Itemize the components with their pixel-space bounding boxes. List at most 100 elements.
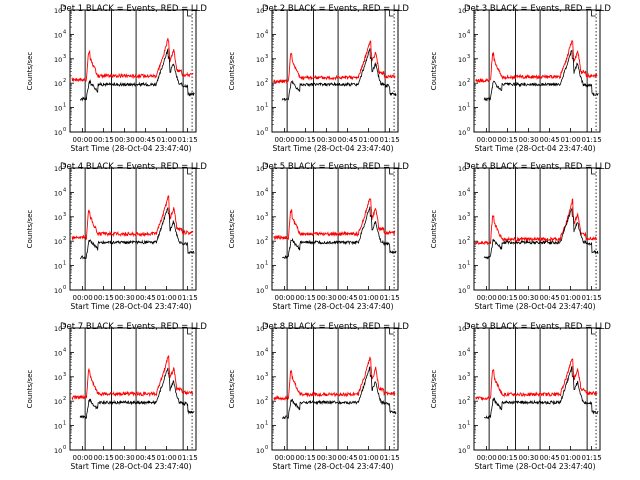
y-tick-label: 10 [256, 374, 264, 382]
y-tick-label: 10 [256, 80, 264, 88]
y-tick-label: 10 [54, 214, 62, 222]
x-tick-label: 00:15 [498, 454, 518, 462]
x-tick-label: 00:45 [136, 136, 156, 144]
lld-series-line [273, 40, 396, 84]
y-axis-label: Counts/sec [26, 210, 34, 249]
events-series-line [79, 367, 195, 420]
panel-title: Det 5 BLACK = Events, RED = LLD [262, 162, 409, 172]
panel-det-5: Det 5 BLACK = Events, RED = LLD Counts/se… [228, 162, 409, 311]
y-tick-exponent: 4 [467, 347, 470, 353]
y-tick-exponent: 3 [63, 54, 66, 60]
lld-series-line [273, 356, 396, 401]
y-tick-exponent: 2 [63, 78, 66, 84]
x-tick-label: 01:15 [582, 136, 602, 144]
y-tick-label: 10 [458, 263, 466, 271]
y-tick-label: 10 [54, 80, 62, 88]
y-tick-exponent: 3 [265, 54, 268, 60]
y-axis-label: Counts/sec [228, 52, 236, 91]
y-tick-exponent: 0 [467, 285, 470, 291]
y-tick-label: 10 [458, 238, 466, 246]
y-tick-exponent: 0 [265, 127, 268, 133]
x-tick-label: 00:15 [498, 294, 518, 302]
y-tick-label: 10 [458, 129, 466, 137]
x-tick-label: 01:00 [561, 294, 581, 302]
y-tick-label: 10 [54, 349, 62, 357]
x-tick-label: 00:15 [498, 136, 518, 144]
x-tick-label: 00:15 [296, 136, 316, 144]
y-tick-label: 10 [256, 423, 264, 431]
lld-series-line [273, 198, 396, 241]
y-axis-label: Counts/sec [430, 370, 438, 409]
y-tick-exponent: 0 [63, 445, 66, 451]
y-axis-label: Counts/sec [228, 370, 236, 409]
panel-title: Det 4 BLACK = Events, RED = LLD [60, 162, 207, 172]
y-tick-exponent: 5 [265, 5, 268, 11]
y-tick-exponent: 4 [63, 29, 66, 35]
y-tick-label: 10 [54, 287, 62, 295]
y-tick-exponent: 2 [467, 236, 470, 242]
events-series-line [483, 49, 599, 102]
x-tick-label: 00:00 [477, 454, 497, 462]
plot-frame [271, 327, 399, 451]
x-tick-label: 00:30 [317, 136, 337, 144]
y-tick-exponent: 4 [467, 29, 470, 35]
y-tick-label: 10 [256, 56, 264, 64]
y-tick-exponent: 1 [63, 421, 66, 427]
y-axis-label: Counts/sec [430, 52, 438, 91]
x-tick-label: 00:15 [296, 294, 316, 302]
y-axis-label: Counts/sec [430, 210, 438, 249]
x-tick-label: 01:00 [157, 294, 177, 302]
y-tick-label: 10 [256, 238, 264, 246]
y-tick-label: 10 [458, 189, 466, 197]
y-tick-exponent: 1 [265, 261, 268, 267]
y-tick-exponent: 5 [63, 163, 66, 169]
x-tick-label: 00:00 [477, 294, 497, 302]
y-tick-exponent: 5 [63, 323, 66, 329]
corner-marker [591, 10, 596, 17]
y-tick-exponent: 1 [467, 103, 470, 109]
y-tick-label: 10 [256, 325, 264, 333]
x-tick-label: 00:45 [338, 454, 358, 462]
lld-series-line [71, 355, 194, 401]
x-tick-label: 00:00 [477, 136, 497, 144]
x-tick-label: 01:00 [157, 136, 177, 144]
x-tick-label: 00:00 [275, 294, 295, 302]
y-tick-exponent: 1 [63, 103, 66, 109]
y-tick-label: 10 [458, 56, 466, 64]
y-tick-exponent: 4 [63, 187, 66, 193]
x-tick-label: 01:15 [582, 454, 602, 462]
y-tick-exponent: 3 [265, 372, 268, 378]
events-series-line [281, 48, 397, 102]
panel-title: Det 6 BLACK = Events, RED = LLD [464, 162, 611, 172]
y-tick-label: 10 [458, 398, 466, 406]
events-series-line [79, 207, 195, 260]
x-tick-label: 01:15 [380, 454, 400, 462]
panel-det-4: Det 4 BLACK = Events, RED = LLD Counts/se… [26, 162, 207, 311]
y-tick-label: 10 [54, 165, 62, 173]
x-tick-label: 01:15 [380, 136, 400, 144]
panel-det-1: Det 1 BLACK = Events, RED = LLD Counts/se… [26, 4, 207, 153]
y-tick-label: 10 [256, 349, 264, 357]
lld-series-line [475, 198, 598, 246]
y-tick-exponent: 1 [467, 261, 470, 267]
x-tick-label: 00:30 [317, 294, 337, 302]
y-tick-exponent: 5 [467, 323, 470, 329]
plot-frame [69, 167, 197, 291]
panel-title: Det 9 BLACK = Events, RED = LLD [464, 322, 611, 332]
panel-det-9: Det 9 BLACK = Events, RED = LLD Counts/se… [430, 322, 611, 471]
events-series-line [484, 366, 599, 420]
panel-title: Det 1 BLACK = Events, RED = LLD [60, 4, 207, 14]
x-tick-label: 00:00 [275, 454, 295, 462]
y-tick-label: 10 [256, 165, 264, 173]
x-tick-label: 01:15 [178, 454, 198, 462]
x-tick-label: 00:30 [317, 454, 337, 462]
y-tick-label: 10 [54, 105, 62, 113]
y-tick-label: 10 [458, 80, 466, 88]
x-tick-label: 00:45 [338, 136, 358, 144]
x-tick-label: 00:45 [540, 136, 560, 144]
y-tick-exponent: 5 [467, 5, 470, 11]
y-tick-label: 10 [458, 165, 466, 173]
panel-title: Det 2 BLACK = Events, RED = LLD [262, 4, 409, 14]
y-tick-label: 10 [54, 31, 62, 39]
